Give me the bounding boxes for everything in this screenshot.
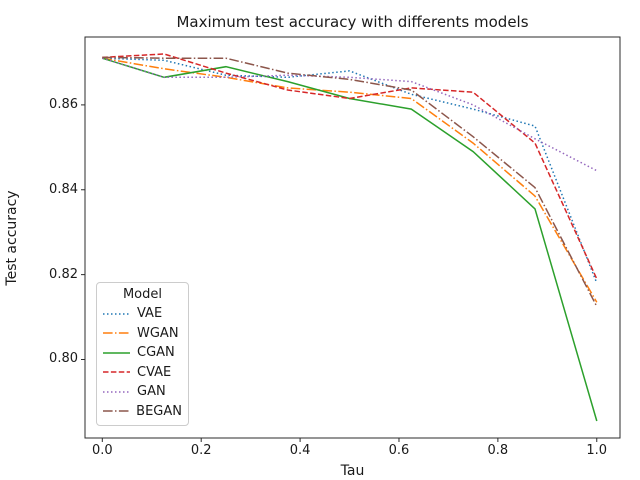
series-line-vae [102, 57, 598, 284]
legend-item-vae: VAE [103, 304, 182, 324]
legend-line-sample-cvae [103, 371, 130, 373]
series-line-cvae [102, 53, 598, 280]
x-tick-label: 0.4 [289, 443, 311, 458]
legend-line-sample-gan [103, 391, 130, 393]
legend-line-sample-vae [103, 313, 130, 315]
legend: Model VAE WGAN CGAN CVAE GAN BEGAN [96, 282, 189, 426]
y-tick-label: 0.84 [49, 181, 78, 197]
chart-title: Maximum test accuracy with differents mo… [176, 13, 529, 31]
y-tick-label: 0.86 [49, 96, 78, 112]
legend-line-sample-cgan [103, 352, 130, 354]
series-line-wgan [102, 57, 598, 303]
legend-item-wgan: WGAN [103, 324, 182, 344]
legend-item-cgan: CGAN [103, 343, 182, 363]
y-tick-label: 0.80 [49, 351, 78, 367]
legend-title: Model [122, 287, 163, 302]
series-line-began [102, 56, 598, 307]
legend-item-began: BEGAN [103, 402, 182, 422]
legend-label: CVAE [137, 364, 172, 380]
x-tick-label: 0.8 [487, 443, 509, 458]
axes-frame [84, 36, 621, 439]
legend-label: VAE [137, 306, 163, 322]
legend-label: WGAN [137, 325, 179, 341]
x-tick-label: 0.6 [388, 443, 410, 458]
legend-item-gan: GAN [103, 382, 182, 402]
x-tick-label: 1.0 [586, 443, 608, 458]
legend-items: VAE WGAN CGAN CVAE GAN BEGAN [103, 304, 182, 421]
legend-label: CGAN [137, 345, 175, 361]
y-axis-label: Test accuracy [4, 190, 20, 286]
x-tick-label: 0.0 [91, 443, 113, 458]
legend-item-cvae: CVAE [103, 363, 182, 383]
legend-line-sample-began [103, 410, 130, 412]
y-tick-label: 0.82 [49, 266, 78, 282]
x-tick-label: 0.2 [190, 443, 212, 458]
legend-label: GAN [137, 384, 166, 400]
series-line-gan [102, 57, 598, 172]
x-axis-label: Tau [340, 463, 365, 479]
legend-line-sample-wgan [103, 332, 130, 334]
legend-label: BEGAN [136, 403, 182, 419]
